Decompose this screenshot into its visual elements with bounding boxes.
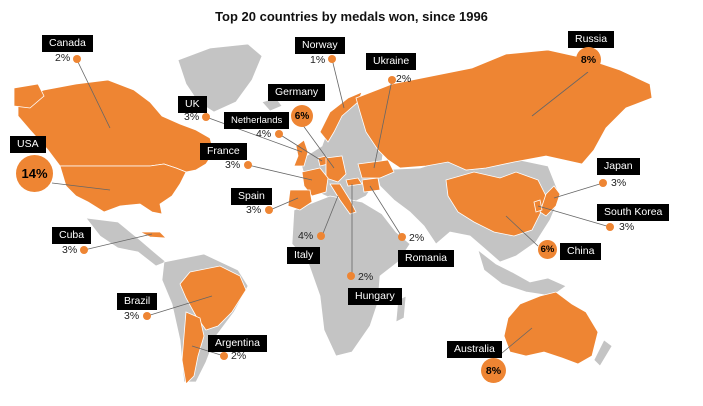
greenland-land — [177, 43, 263, 113]
value-hungary: 2% — [358, 271, 374, 283]
label-italy: Italy — [287, 247, 321, 264]
marker-canada — [73, 55, 81, 63]
marker-hungary — [347, 272, 355, 280]
value-argentina: 2% — [231, 350, 247, 362]
label-france: France — [200, 143, 247, 160]
italy-shape — [329, 183, 357, 215]
value-netherlands: 4% — [256, 128, 272, 140]
leader-ukraine — [373, 79, 393, 169]
label-argentina: Argentina — [208, 335, 267, 352]
leader-russia — [531, 71, 589, 117]
value-australia: 8% — [481, 358, 506, 383]
label-japan: Japan — [597, 158, 640, 175]
value-italy: 4% — [298, 230, 314, 242]
australia-shape — [503, 291, 599, 365]
leader-lines — [51, 58, 611, 359]
leader-uk — [205, 116, 303, 153]
leader-romania — [369, 185, 403, 238]
label-australia: Australia — [447, 341, 502, 358]
chart-title: Top 20 countries by medals won, since 19… — [215, 9, 488, 24]
spain-shape — [287, 189, 313, 211]
leader-canada — [76, 59, 111, 129]
value-france: 3% — [225, 159, 241, 171]
marker-ukraine — [388, 76, 396, 84]
label-russia: Russia — [568, 31, 615, 48]
label-cuba: Cuba — [52, 227, 92, 244]
china-shape — [445, 171, 547, 237]
leader-australia — [495, 327, 533, 359]
value-china: 6% — [538, 240, 557, 259]
marker-spain — [265, 206, 273, 214]
label-usa: USA — [10, 136, 46, 153]
label-ukraine: Ukraine — [366, 53, 417, 70]
label-romania: Romania — [398, 250, 455, 267]
ukraine-shape — [357, 159, 395, 179]
label-germany: Germany — [268, 84, 326, 101]
value-romania: 2% — [409, 232, 425, 244]
value-cuba: 3% — [62, 244, 78, 256]
marker-japan — [599, 179, 607, 187]
marker-france — [244, 161, 252, 169]
alaska-shape — [13, 83, 45, 109]
marker-italy — [317, 232, 325, 240]
value-ukraine: 2% — [396, 73, 412, 85]
leader-france — [247, 164, 313, 181]
marker-argentina — [220, 352, 228, 360]
romania-shape — [361, 177, 381, 193]
leader-germany — [301, 123, 335, 169]
marker-uk — [202, 113, 210, 121]
leader-china — [505, 215, 539, 247]
marker-netherlands — [275, 130, 283, 138]
leader-netherlands — [278, 133, 323, 162]
marker-south-korea — [606, 223, 614, 231]
label-norway: Norway — [295, 37, 345, 54]
label-hungary: Hungary — [348, 288, 402, 305]
usa-shape — [59, 163, 187, 215]
leader-cuba — [83, 233, 153, 251]
uk-shape — [293, 139, 309, 167]
value-norway: 1% — [310, 54, 326, 66]
value-usa: 14% — [16, 155, 53, 192]
argentina-shape — [181, 311, 205, 385]
new-zealand-land — [593, 339, 613, 367]
marker-brazil — [143, 312, 151, 320]
southeast-asia-land — [477, 249, 567, 297]
label-spain: Spain — [231, 188, 272, 205]
marker-cuba — [80, 246, 88, 254]
value-uk: 3% — [184, 111, 200, 123]
label-south-korea: South Korea — [597, 204, 670, 221]
value-russia: 8% — [576, 47, 601, 72]
label-uk: UK — [178, 96, 207, 113]
value-brazil: 3% — [124, 310, 140, 322]
leader-norway — [331, 58, 345, 109]
marker-romania — [398, 233, 406, 241]
cuba-shape — [139, 231, 168, 239]
value-canada: 2% — [55, 52, 71, 64]
leader-usa — [51, 182, 111, 191]
japan-shape — [539, 185, 561, 217]
germany-shape — [325, 155, 347, 183]
label-brazil: Brazil — [117, 293, 158, 310]
leader-italy — [321, 195, 339, 237]
label-netherlands: Netherlands — [224, 112, 290, 129]
value-japan: 3% — [611, 177, 627, 189]
leader-south-korea — [537, 205, 611, 228]
hungary-shape — [345, 177, 363, 187]
value-germany: 6% — [291, 105, 313, 127]
canada-shape — [17, 79, 215, 173]
mexico-central-america-land — [85, 217, 167, 267]
france-shape — [301, 167, 329, 197]
label-china: China — [560, 243, 602, 260]
leader-brazil — [146, 295, 213, 317]
brazil-shape — [179, 265, 247, 331]
leader-spain — [269, 197, 299, 211]
value-south-korea: 3% — [619, 221, 635, 233]
label-canada: Canada — [42, 35, 93, 52]
marker-norway — [328, 55, 336, 63]
value-spain: 3% — [246, 204, 262, 216]
leader-japan — [553, 182, 604, 199]
